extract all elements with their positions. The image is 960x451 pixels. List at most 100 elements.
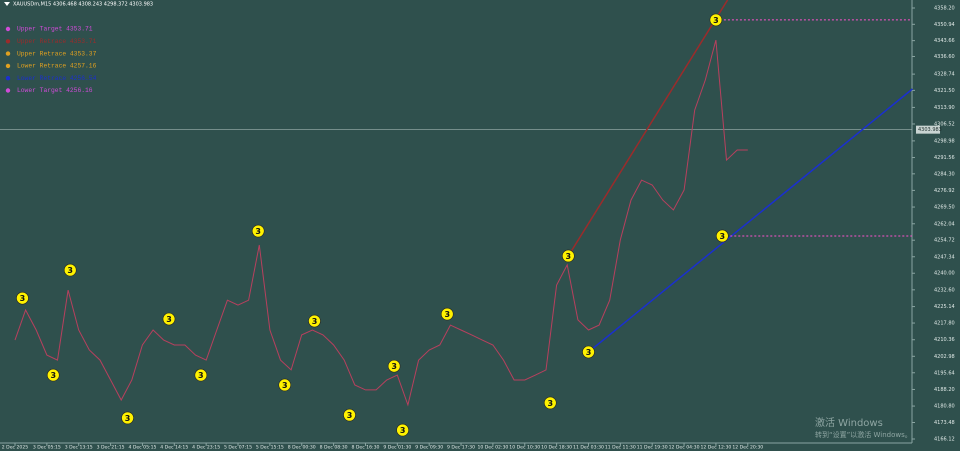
wave-marker-label: 3 — [282, 381, 288, 390]
wave-marker — [343, 408, 356, 422]
wave-marker-label: 3 — [444, 310, 450, 319]
legend-label: Upper Retrace 4353.71 — [17, 38, 97, 45]
trend-line — [567, 0, 729, 257]
y-tick-label: 4343.66 — [934, 38, 955, 44]
legend-dot — [5, 51, 11, 56]
x-tick-label: 3 Dec 13:15 — [65, 445, 93, 451]
price-line — [14, 39, 748, 407]
x-tick-label: 8 Dec 08:30 — [320, 445, 348, 451]
legend-label: Upper Target 4353.71 — [17, 26, 93, 33]
wave-marker-label: 3 — [586, 348, 592, 357]
wave-marker-label: 3 — [312, 317, 318, 326]
trend-line — [588, 88, 913, 353]
wave-marker — [162, 312, 176, 326]
wave-marker-label: 3 — [20, 294, 26, 303]
x-tick-label: 8 Dec 16:30 — [351, 445, 379, 451]
wave-marker — [278, 378, 292, 392]
y-tick-label: 4166.12 — [934, 437, 955, 443]
y-tick-label: 4262.04 — [934, 221, 955, 227]
chart-title: XAUUSDm,M15 4306.468 4308.243 4298.372 4… — [13, 2, 153, 8]
wave-marker-label: 3 — [166, 315, 172, 324]
y-tick-label: 4180.80 — [934, 404, 955, 410]
y-tick-label: 4195.64 — [934, 370, 955, 376]
wave-marker — [16, 291, 29, 305]
x-tick-label: 5 Dec 07:15 — [224, 445, 252, 451]
y-tick-label: 4358.20 — [934, 6, 955, 12]
x-tick-label: 4 Dec 23:15 — [192, 445, 220, 451]
x-tick-label: 9 Dec 17:30 — [447, 445, 475, 451]
x-tick-label: 11 Dec 11:30 — [605, 445, 636, 451]
wave-marker — [440, 307, 454, 321]
wave-marker-label: 3 — [347, 411, 353, 420]
x-tick-label: 10 Dec 10:30 — [509, 445, 540, 451]
wave-marker — [194, 368, 208, 382]
wave-marker — [709, 13, 723, 27]
symbol-arrow — [4, 2, 10, 6]
wave-marker — [308, 314, 321, 328]
y-tick-label: 4173.48 — [934, 420, 955, 426]
y-tick-label: 4276.92 — [934, 188, 955, 194]
y-tick-label: 4284.30 — [934, 171, 955, 177]
legend-label: Lower Target 4256.16 — [17, 87, 93, 94]
wave-marker-label: 3 — [400, 426, 406, 435]
x-tick-label: 10 Dec 18:30 — [541, 445, 572, 451]
x-tick-label: 12 Dec 04:30 — [669, 445, 700, 451]
x-tick-label: 12 Dec 12:30 — [700, 445, 731, 451]
x-tick-label: 11 Dec 03:30 — [573, 445, 604, 451]
x-tick-label: 4 Dec 14:15 — [160, 445, 188, 451]
legend-label: Lower Retrace 4256.54 — [17, 75, 97, 82]
current-price-tag — [916, 125, 940, 134]
watermark-title: 激活 Windows — [815, 416, 883, 429]
y-tick-label: 4240.00 — [934, 271, 955, 277]
x-tick-label: 10 Dec 02:30 — [477, 445, 508, 451]
y-tick-label: 4188.20 — [934, 387, 955, 393]
x-tick-label: 8 Dec 00:30 — [288, 445, 316, 451]
legend-dot — [5, 26, 11, 32]
x-tick-label: 3 Dec 05:15 — [33, 445, 61, 451]
wave-marker — [582, 345, 595, 359]
wave-marker-label: 3 — [391, 362, 397, 371]
y-tick-label: 4210.36 — [934, 337, 955, 343]
y-tick-label: 4313.90 — [934, 105, 955, 111]
legend-label: Upper Retrace 4353.37 — [17, 50, 97, 57]
x-tick-label: 9 Dec 09:30 — [415, 445, 443, 451]
y-tick-label: 4217.80 — [934, 321, 955, 327]
y-tick-label: 4291.56 — [934, 155, 955, 161]
legend-dot — [5, 88, 11, 93]
legend-label: Lower Retrace 4257.16 — [17, 63, 97, 70]
x-tick-label: 12 Dec 20:30 — [732, 445, 763, 451]
wave-marker — [387, 359, 401, 373]
wave-marker — [562, 249, 575, 263]
y-tick-label: 4328.74 — [934, 72, 955, 78]
wave-marker-label: 3 — [547, 399, 553, 408]
x-tick-label: 11 Dec 19:30 — [637, 445, 668, 451]
wave-marker — [63, 263, 77, 277]
x-tick-label: 3 Dec 21:15 — [97, 445, 125, 451]
y-tick-label: 4247.34 — [934, 254, 955, 260]
y-tick-label: 4269.50 — [934, 205, 955, 211]
x-tick-label: 5 Dec 15:15 — [256, 445, 284, 451]
y-tick-label: 4202.98 — [934, 354, 955, 360]
y-tick-label: 4306.52 — [934, 121, 955, 127]
legend-dot — [5, 76, 11, 81]
wave-marker — [46, 368, 60, 382]
y-tick-label: 4298.98 — [934, 138, 955, 144]
wave-marker-label: 3 — [720, 232, 726, 241]
legend-dot — [5, 63, 11, 69]
y-tick-label: 4350.94 — [934, 22, 955, 28]
watermark-note: 转到“设置”以激活 Windows。 — [815, 430, 912, 439]
wave-marker — [543, 396, 557, 410]
y-tick-label: 4336.60 — [934, 54, 955, 60]
legend-dot — [5, 39, 11, 44]
wave-marker — [715, 229, 729, 243]
wave-marker — [121, 411, 134, 425]
y-tick-label: 4232.60 — [934, 287, 955, 293]
current-price-label: 4303.983 — [918, 127, 942, 133]
wave-marker-label: 3 — [67, 266, 73, 275]
y-tick-label: 4321.50 — [934, 88, 955, 94]
wave-marker-label: 3 — [566, 252, 572, 261]
wave-marker-label: 3 — [255, 227, 261, 236]
y-tick-label: 4254.72 — [934, 238, 955, 244]
